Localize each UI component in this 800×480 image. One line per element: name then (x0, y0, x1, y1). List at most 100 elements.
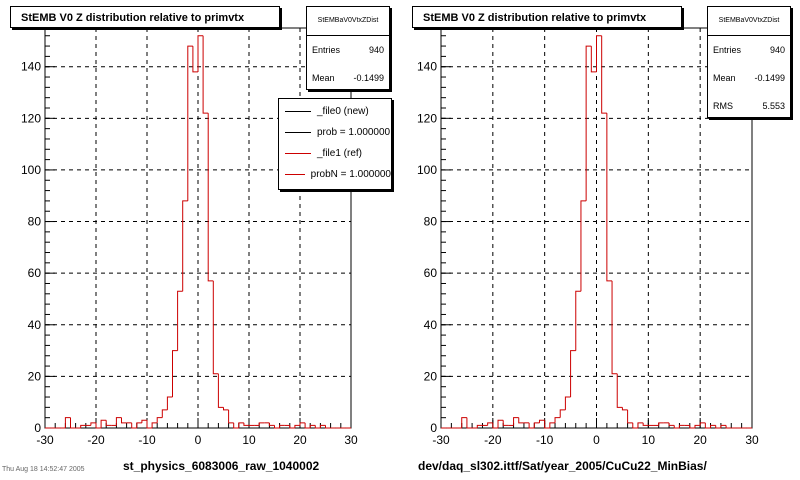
x-tick-label: 10 (242, 433, 256, 447)
right-x-axis-title: dev/daq_sl302.ittf/Sat/year_2005/CuCu22_… (418, 459, 707, 473)
y-tick-label: 40 (424, 318, 438, 332)
y-tick-label: 80 (28, 215, 42, 229)
histogram-bin (627, 409, 633, 424)
legend-entry-probn: probN = 1.000000 (279, 164, 391, 185)
histogram-bin (538, 419, 545, 423)
histogram-bin (64, 417, 71, 428)
x-tick-label: 0 (593, 433, 600, 447)
left-histogram-plot: -30 -20 -10 0 10 20 30 0 20 40 60 80 100 120 140 (21, 27, 358, 447)
histogram-bin (207, 113, 214, 282)
histogram-bin (243, 422, 249, 426)
left-stats-mean-row: Mean -0.1499 (307, 64, 389, 92)
histogram-bin (212, 280, 219, 375)
legend-entry-file1: _file1 (ref) (279, 143, 391, 164)
histogram-bin (497, 419, 504, 428)
histogram-bin (590, 46, 597, 73)
histogram-bin (161, 409, 168, 418)
left-stats-entries-row: Entries 940 (307, 36, 389, 64)
histogram-bin (309, 424, 316, 428)
histogram-bin (570, 350, 576, 398)
x-tick-label: 30 (745, 433, 759, 447)
footer-timestamp: Thu Aug 18 14:52:47 2005 (2, 466, 85, 473)
histogram-bin (141, 419, 147, 423)
x-tick-label: -30 (432, 433, 450, 447)
histogram-bin (544, 420, 550, 429)
histogram-bin (559, 409, 566, 418)
right-histogram-pane: -30 -20 -10 0 10 20 30 0 20 40 60 80 100 120 140 StEMB… (400, 0, 800, 480)
histogram-bin (314, 425, 321, 429)
histogram-bin (223, 407, 229, 411)
histogram-bin (70, 417, 76, 429)
histogram-bin (151, 422, 158, 428)
histogram-bin (632, 422, 638, 429)
x-tick-label: 30 (344, 433, 358, 447)
legend-label-probn: probN = 1.000000 (310, 169, 391, 180)
histogram-bin (642, 422, 649, 426)
y-tick-label: 100 (417, 163, 437, 177)
histogram-bin (228, 409, 234, 424)
y-tick-label: 100 (21, 163, 41, 177)
histogram-bin (182, 200, 188, 292)
histogram-bin (668, 422, 675, 426)
histogram-bin (699, 422, 706, 426)
histogram-bin (80, 424, 86, 428)
left-stats-box: StEMBaV0VtxZDist Entries 940 Mean -0.149… (306, 6, 390, 90)
histogram-bin (146, 420, 153, 429)
histogram-bin (136, 422, 142, 428)
legend-entry-file0: _file0 (new) (279, 101, 391, 122)
right-stats-entries-row: Entries 940 (708, 36, 790, 64)
histogram-bin (100, 419, 107, 428)
left-histogram-pane: -30 -20 -10 0 10 20 30 0 20 40 60 80 100 120 140 StEMB… (2, 6, 392, 473)
histogram-bin (192, 46, 198, 73)
histogram-bin (616, 373, 623, 408)
histogram-bin (299, 422, 306, 426)
right-stats-rms-value: 5.553 (762, 101, 785, 111)
left-x-axis-title: st_physics_6083006_raw_1040002 (123, 459, 320, 473)
histogram-bin (121, 417, 127, 424)
legend-swatch-prob (285, 132, 311, 133)
histogram-bin (637, 422, 644, 428)
histogram-bin (611, 280, 618, 375)
legend-swatch-file1 (285, 153, 311, 154)
histogram-bin (187, 45, 193, 201)
legend-label-file1: _file1 (ref) (317, 148, 363, 159)
histogram-bin (233, 422, 239, 429)
histogram-bin (585, 45, 592, 201)
y-tick-label: 20 (28, 369, 42, 383)
histogram-bin (294, 424, 300, 428)
histogram-bin (476, 424, 483, 428)
histogram-bin (606, 113, 613, 282)
histogram-bin (177, 290, 183, 351)
right-stats-rms-label: RMS (713, 101, 733, 111)
histogram-bin (197, 35, 204, 72)
histogram-bin (105, 420, 112, 426)
legend-label-prob: prob = 1.000000 (317, 127, 391, 138)
histogram-bin (596, 35, 602, 72)
histogram-bin (575, 290, 581, 351)
histogram-bin (325, 425, 331, 429)
histogram-bin (274, 425, 280, 429)
x-tick-label: -20 (484, 433, 502, 447)
legend-entry-prob: prob = 1.000000 (279, 122, 391, 143)
histogram-bin (217, 373, 224, 408)
histogram-bin (131, 422, 137, 429)
histogram-bin (621, 407, 628, 411)
left-stats-entries-value: 940 (368, 45, 384, 55)
y-tick-label: 20 (424, 369, 438, 383)
y-tick-label: 40 (28, 318, 42, 332)
y-tick-label: 140 (417, 60, 437, 74)
histogram-bin (202, 35, 209, 114)
legend-swatch-probn (285, 174, 305, 175)
legend-swatch-file0 (285, 111, 311, 112)
histogram-bin (461, 417, 467, 428)
y-tick-label: 80 (424, 215, 438, 229)
x-tick-label: -10 (536, 433, 554, 447)
histogram-bin (466, 417, 473, 429)
x-tick-label: -10 (138, 433, 156, 447)
left-stats-mean-label: Mean (312, 73, 335, 83)
right-stats-entries-label: Entries (713, 45, 742, 55)
histogram-bin (564, 396, 571, 410)
histogram-bin (554, 417, 561, 423)
y-tick-label: 0 (34, 421, 41, 435)
histogram-bin (715, 425, 721, 429)
